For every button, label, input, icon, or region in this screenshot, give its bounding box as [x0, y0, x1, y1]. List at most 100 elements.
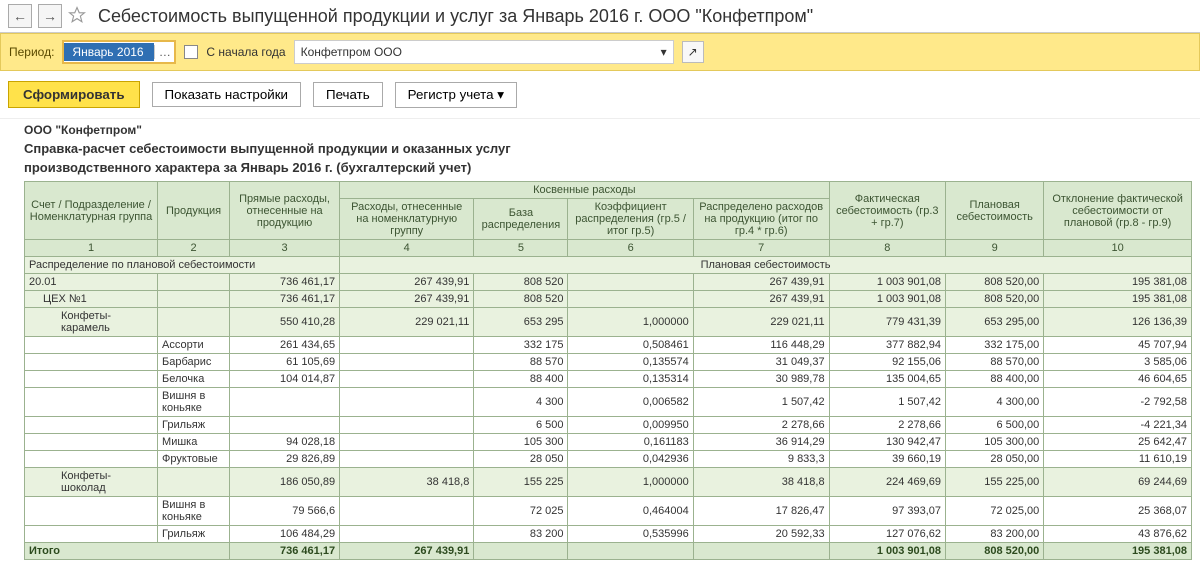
from-start-checkbox[interactable]: [184, 45, 198, 59]
cell: 88 400: [474, 371, 568, 388]
colnum-8: 8: [829, 240, 945, 257]
cell: 11 610,19: [1044, 451, 1192, 468]
cell: [568, 274, 693, 291]
table-row[interactable]: Белочка104 014,8788 4000,13531430 989,78…: [25, 371, 1192, 388]
col-dev: Отклонение фактической себестоимости от …: [1044, 182, 1192, 240]
nav-forward-button[interactable]: →: [38, 4, 62, 28]
table-row[interactable]: Вишня в коньяке4 3000,0065821 507,421 50…: [25, 388, 1192, 417]
report-title-l2: производственного характера за Январь 20…: [24, 160, 1192, 175]
cell: 9 833,3: [693, 451, 829, 468]
cell: 779 431,39: [829, 308, 945, 337]
col-actual: Фактическая себестоимость (гр.3 + гр.7): [829, 182, 945, 240]
col-distributed: Распределено расходов на продукцию (итог…: [693, 199, 829, 240]
cell: 17 826,47: [693, 497, 829, 526]
cell: 83 200: [474, 526, 568, 543]
table-row[interactable]: Конфеты-шоколад186 050,8938 418,8155 225…: [25, 468, 1192, 497]
cell: 88 570: [474, 354, 568, 371]
organization-field[interactable]: Конфетпром ООО ▾: [294, 40, 674, 64]
cell: 36 914,29: [693, 434, 829, 451]
cell: [25, 434, 158, 451]
table-row[interactable]: ЦЕХ №1736 461,17267 439,91808 520267 439…: [25, 291, 1192, 308]
cell: 332 175: [474, 337, 568, 354]
cell: Мишка: [158, 434, 230, 451]
colnum-7: 7: [693, 240, 829, 257]
report-title-l1: Справка-расчет себестоимости выпущенной …: [24, 141, 1192, 156]
report-area: ООО "Конфетпром" Справка-расчет себестои…: [0, 119, 1200, 568]
period-field[interactable]: Январь 2016 …: [62, 40, 176, 64]
col-plan: Плановая себестоимость: [946, 182, 1044, 240]
print-button[interactable]: Печать: [313, 82, 383, 107]
period-ellipsis-button[interactable]: …: [154, 45, 174, 59]
cell: Фруктовые: [158, 451, 230, 468]
cell: 0,535996: [568, 526, 693, 543]
cell: 72 025: [474, 497, 568, 526]
cell: 0,464004: [568, 497, 693, 526]
cell: 104 014,87: [230, 371, 340, 388]
cell: Вишня в коньяке: [158, 497, 230, 526]
cell: 38 418,8: [693, 468, 829, 497]
filter-bar: Период: Январь 2016 … С начала года Конф…: [0, 33, 1200, 71]
cell: 0,161183: [568, 434, 693, 451]
table-row[interactable]: 20.01736 461,17267 439,91808 520267 439,…: [25, 274, 1192, 291]
total-c8: 1 003 901,08: [829, 543, 945, 560]
cell: [25, 417, 158, 434]
page-title: Себестоимость выпущенной продукции и усл…: [92, 6, 813, 27]
table-row[interactable]: Ассорти261 434,65332 1750,508461116 448,…: [25, 337, 1192, 354]
cell: 195 381,08: [1044, 274, 1192, 291]
cell: [158, 291, 230, 308]
cell: 2 278,66: [693, 417, 829, 434]
cell: 808 520,00: [946, 291, 1044, 308]
cell: [230, 388, 340, 417]
cell: 2 278,66: [829, 417, 945, 434]
table-row[interactable]: Грильяж6 5000,0099502 278,662 278,666 50…: [25, 417, 1192, 434]
cell: 0,006582: [568, 388, 693, 417]
register-button[interactable]: Регистр учета ▾: [395, 82, 517, 108]
table-row[interactable]: Конфеты-карамель550 410,28229 021,11653 …: [25, 308, 1192, 337]
total-c4: 267 439,91: [340, 543, 474, 560]
col-indirect-group: Косвенные расходы: [340, 182, 830, 199]
col-coef: Коэффициент распределения (гр.5 / итог г…: [568, 199, 693, 240]
cell: 261 434,65: [230, 337, 340, 354]
cell: 0,009950: [568, 417, 693, 434]
cell: 20 592,33: [693, 526, 829, 543]
show-settings-button[interactable]: Показать настройки: [152, 82, 301, 107]
table-row[interactable]: Вишня в коньяке79 566,672 0250,46400417 …: [25, 497, 1192, 526]
cell: 1 507,42: [693, 388, 829, 417]
open-org-button[interactable]: ↗: [682, 41, 704, 63]
cell: 229 021,11: [340, 308, 474, 337]
favorite-star-icon[interactable]: [68, 6, 86, 27]
cell: 0,042936: [568, 451, 693, 468]
col-base: База распределения: [474, 199, 568, 240]
cell: 30 989,78: [693, 371, 829, 388]
cell: Конфеты-шоколад: [25, 468, 158, 497]
cell: 126 136,39: [1044, 308, 1192, 337]
form-button[interactable]: Сформировать: [8, 81, 140, 108]
cell: 808 520: [474, 291, 568, 308]
table-row[interactable]: Фруктовые29 826,8928 0500,0429369 833,33…: [25, 451, 1192, 468]
organization-value: Конфетпром ООО: [301, 45, 402, 59]
cell: [340, 434, 474, 451]
topbar: ← → Себестоимость выпущенной продукции и…: [0, 0, 1200, 33]
table-row[interactable]: Барбарис61 105,6988 5700,13557431 049,37…: [25, 354, 1192, 371]
cell: 1,000000: [568, 308, 693, 337]
cell: 808 520,00: [946, 274, 1044, 291]
action-toolbar: Сформировать Показать настройки Печать Р…: [0, 71, 1200, 119]
cell: 105 300: [474, 434, 568, 451]
total-c10: 195 381,08: [1044, 543, 1192, 560]
table-row[interactable]: Грильяж106 484,2983 2000,53599620 592,33…: [25, 526, 1192, 543]
cell: [340, 451, 474, 468]
table-row[interactable]: Мишка94 028,18105 3000,16118336 914,2913…: [25, 434, 1192, 451]
cell: 88 400,00: [946, 371, 1044, 388]
colnum-10: 10: [1044, 240, 1192, 257]
cell: Ассорти: [158, 337, 230, 354]
dropdown-icon[interactable]: ▾: [661, 45, 667, 59]
cell: 130 942,47: [829, 434, 945, 451]
col-product: Продукция: [158, 182, 230, 240]
cell: 267 439,91: [340, 274, 474, 291]
total-c5: [474, 543, 568, 560]
cell: 106 484,29: [230, 526, 340, 543]
cell: 0,135314: [568, 371, 693, 388]
cell: 0,508461: [568, 337, 693, 354]
nav-back-button[interactable]: ←: [8, 4, 32, 28]
cell: [158, 274, 230, 291]
